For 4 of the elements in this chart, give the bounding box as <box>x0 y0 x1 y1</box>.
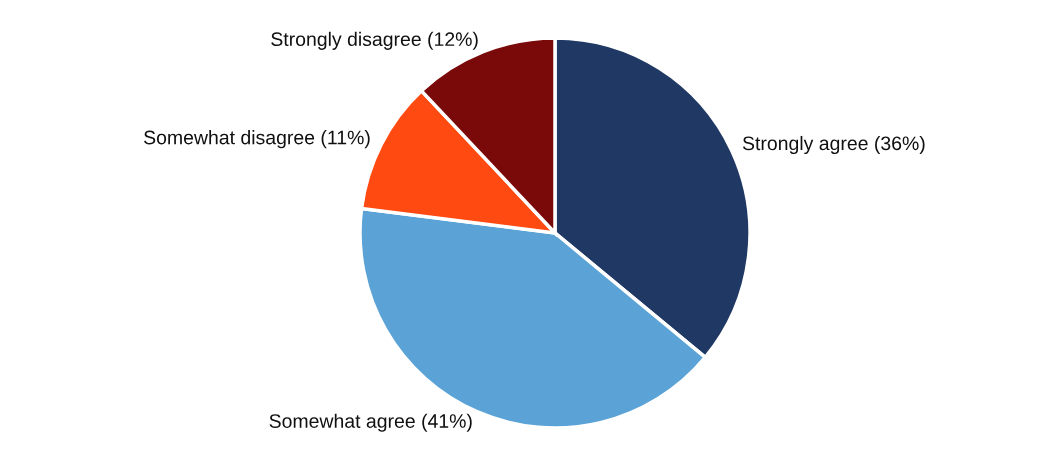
slice-label: Somewhat disagree (11%) <box>144 130 370 149</box>
slice-label: Strongly disagree (12%) <box>271 31 478 50</box>
slice-label: Strongly agree (36%) <box>742 135 925 155</box>
slice-label: Somewhat agree (41%) <box>269 413 472 432</box>
